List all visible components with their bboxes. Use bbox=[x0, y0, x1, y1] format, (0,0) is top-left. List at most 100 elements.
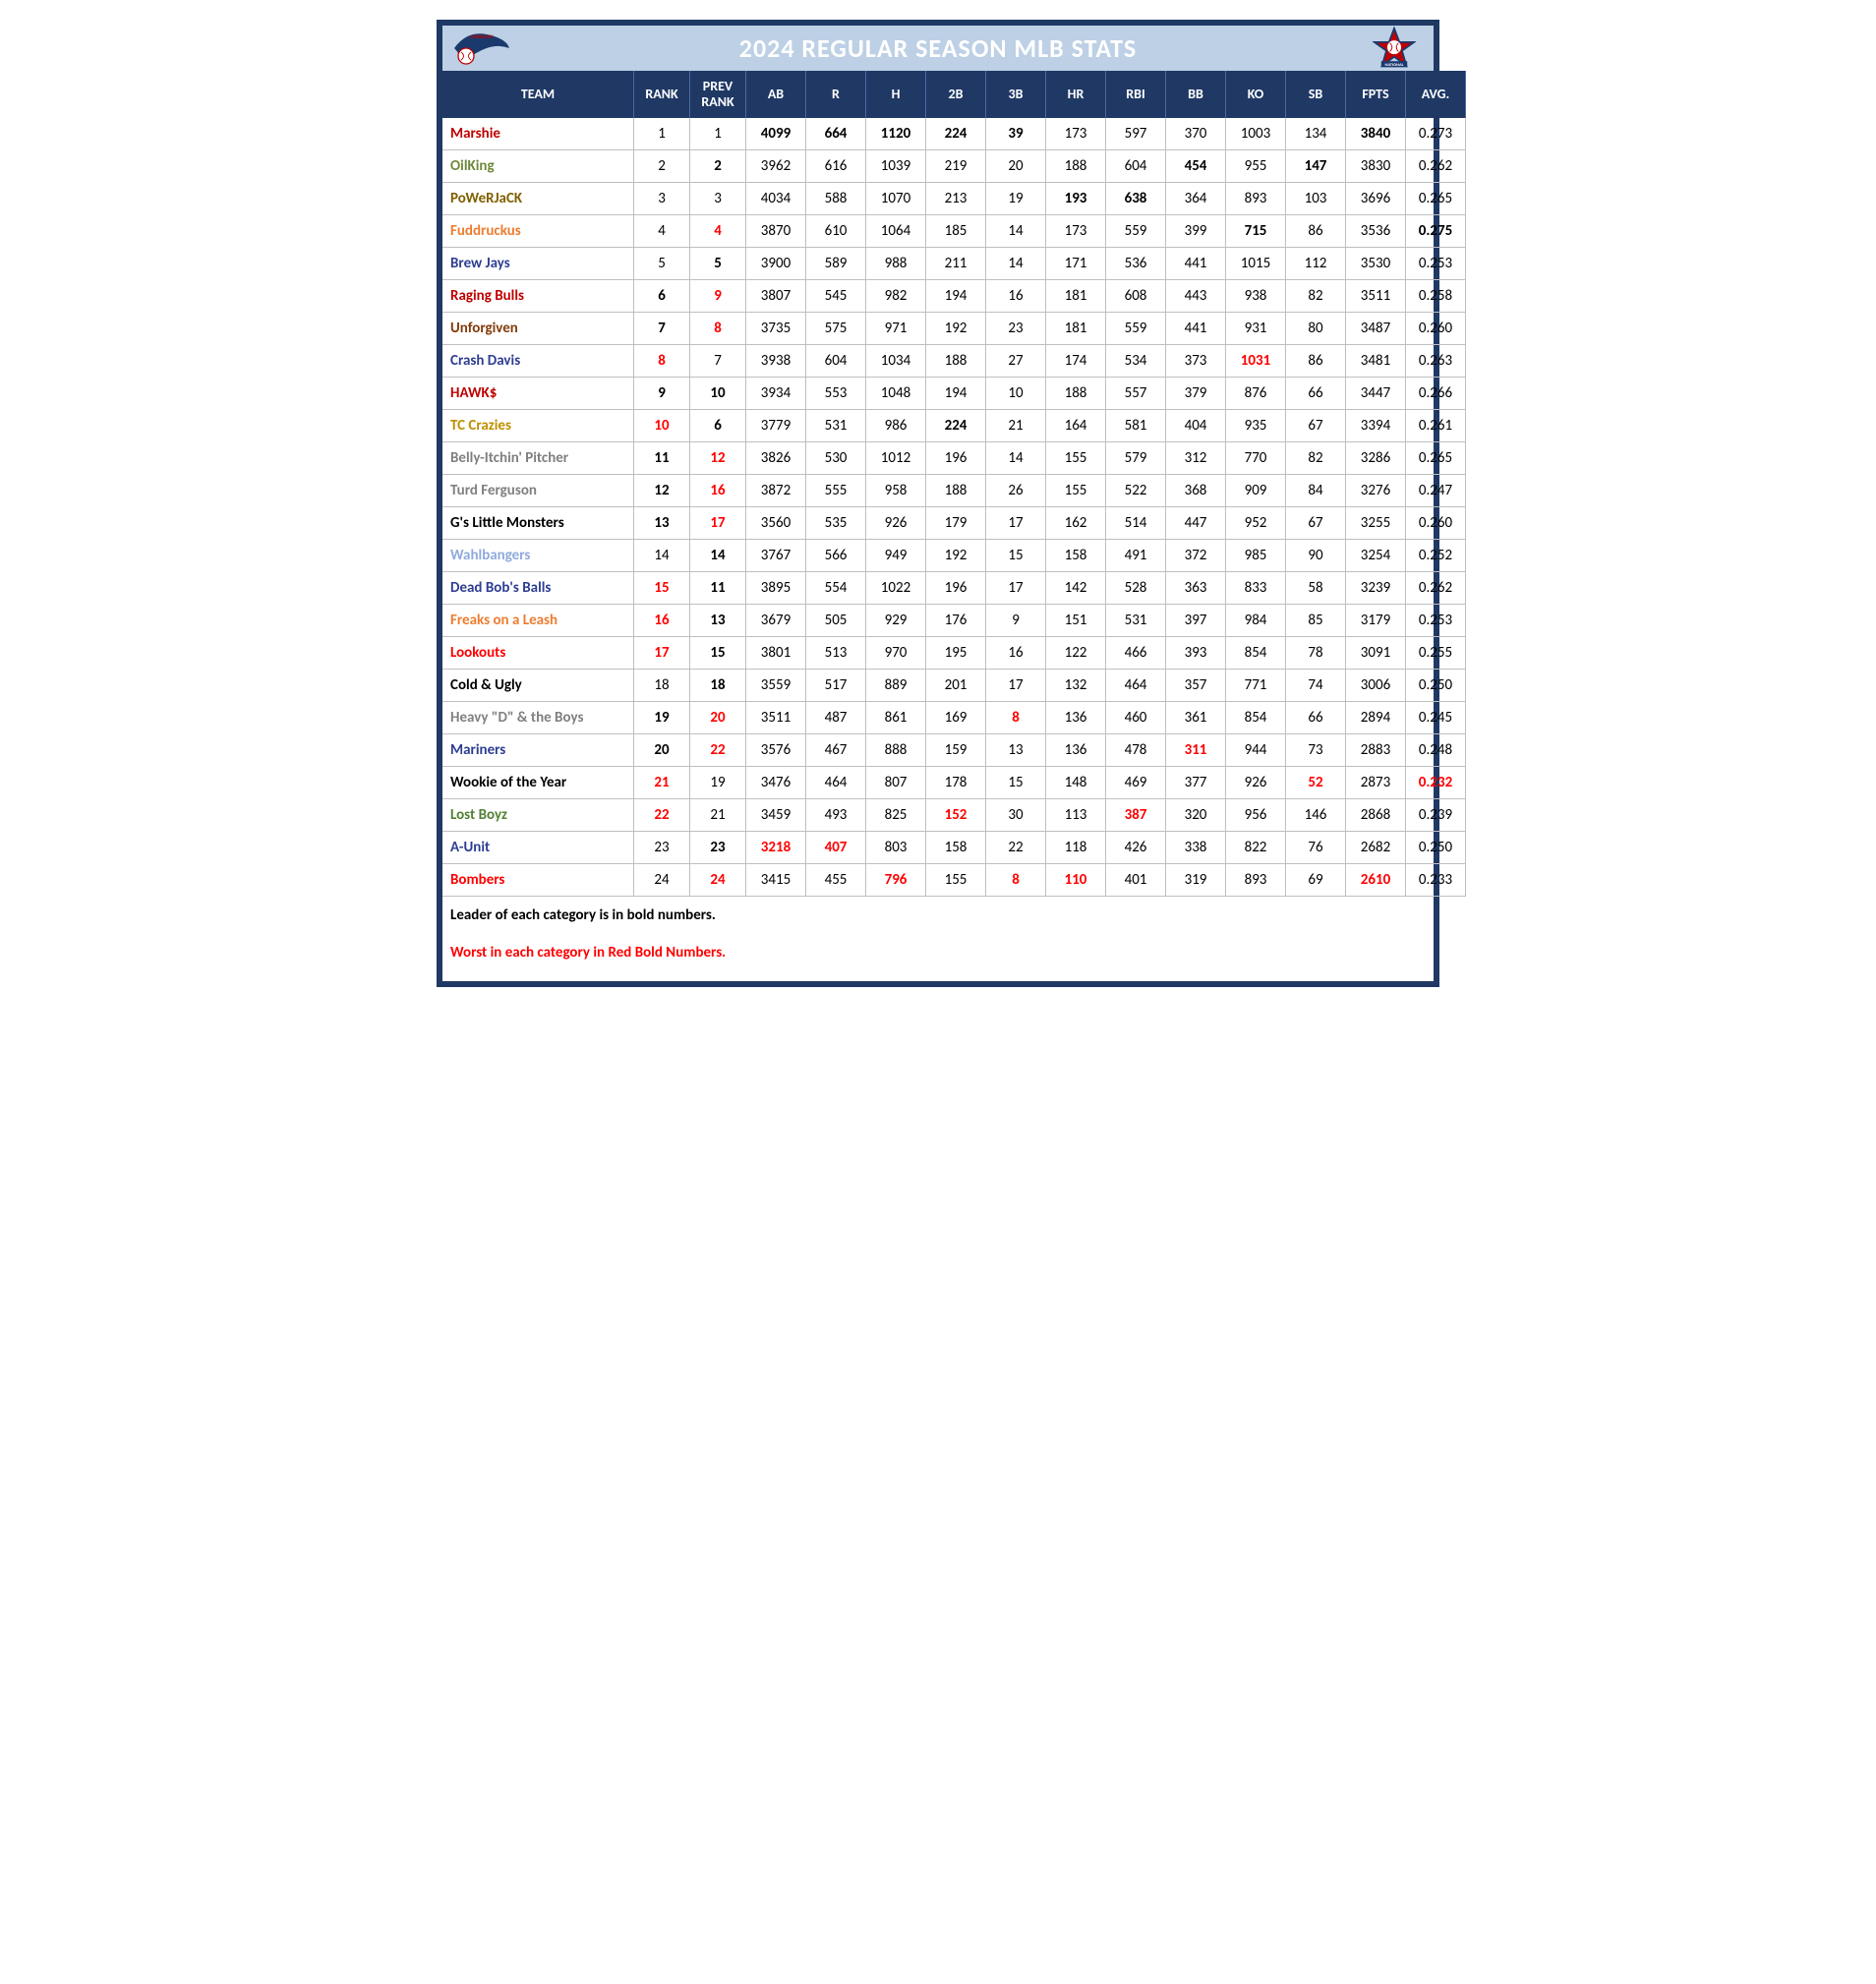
stat-cell: 78 bbox=[1286, 637, 1346, 670]
stat-cell: 86 bbox=[1286, 215, 1346, 248]
stat-cell: 517 bbox=[806, 670, 866, 702]
team-name: Unforgiven bbox=[442, 313, 634, 345]
col-header: FPTS bbox=[1346, 71, 1406, 118]
stat-cell: 893 bbox=[1226, 864, 1286, 897]
stat-cell: 876 bbox=[1226, 378, 1286, 410]
stat-cell: 311 bbox=[1166, 734, 1226, 767]
stat-cell: 3286 bbox=[1346, 442, 1406, 475]
stat-cell: 14 bbox=[634, 540, 690, 572]
stat-cell: 361 bbox=[1166, 702, 1226, 734]
stat-cell: 3807 bbox=[746, 280, 806, 313]
table-row: Raging Bulls6938075459821941618160844393… bbox=[442, 280, 1466, 313]
stat-cell: 5 bbox=[690, 248, 746, 280]
stat-cell: 1048 bbox=[866, 378, 926, 410]
stat-cell: 822 bbox=[1226, 832, 1286, 864]
stat-cell: 176 bbox=[926, 605, 986, 637]
stat-cell: 12 bbox=[634, 475, 690, 507]
stat-cell: 8 bbox=[634, 345, 690, 378]
stat-cell: 926 bbox=[1226, 767, 1286, 799]
stat-cell: 1022 bbox=[866, 572, 926, 605]
col-header: PREVRANK bbox=[690, 71, 746, 118]
legend-leader: Leader of each category is in bold numbe… bbox=[450, 906, 1426, 924]
stat-cell: 854 bbox=[1226, 702, 1286, 734]
stat-cell: 0.258 bbox=[1406, 280, 1466, 313]
stat-cell: 464 bbox=[1106, 670, 1166, 702]
stat-cell: 491 bbox=[1106, 540, 1166, 572]
team-name: A-Unit bbox=[442, 832, 634, 864]
stat-cell: 3934 bbox=[746, 378, 806, 410]
stat-cell: 441 bbox=[1166, 313, 1226, 345]
table-row: Dead Bob's Balls151138955541022196171425… bbox=[442, 572, 1466, 605]
stat-cell: 192 bbox=[926, 540, 986, 572]
stat-cell: 20 bbox=[634, 734, 690, 767]
table-row: HAWK$91039345531048194101885573798766634… bbox=[442, 378, 1466, 410]
stat-cell: 19 bbox=[986, 183, 1046, 215]
stat-cell: 3840 bbox=[1346, 118, 1406, 150]
stat-cell: 1120 bbox=[866, 118, 926, 150]
stat-cell: 522 bbox=[1106, 475, 1166, 507]
stat-cell: 9 bbox=[986, 605, 1046, 637]
stat-cell: 545 bbox=[806, 280, 866, 313]
stat-cell: 319 bbox=[1166, 864, 1226, 897]
stat-cell: 387 bbox=[1106, 799, 1166, 832]
stat-cell: 80 bbox=[1286, 313, 1346, 345]
team-name: Wahlbangers bbox=[442, 540, 634, 572]
stat-cell: 188 bbox=[926, 475, 986, 507]
stat-cell: 531 bbox=[806, 410, 866, 442]
stat-cell: 833 bbox=[1226, 572, 1286, 605]
table-row: A-Unit2323321840780315822118426338822762… bbox=[442, 832, 1466, 864]
stat-cell: 22 bbox=[690, 734, 746, 767]
stat-cell: 3394 bbox=[1346, 410, 1406, 442]
stat-cell: 173 bbox=[1046, 215, 1106, 248]
stat-cell: 21 bbox=[690, 799, 746, 832]
stat-cell: 3006 bbox=[1346, 670, 1406, 702]
stat-cell: 559 bbox=[1106, 215, 1166, 248]
stat-cell: 13 bbox=[690, 605, 746, 637]
stat-cell: 3254 bbox=[1346, 540, 1406, 572]
stat-cell: 9 bbox=[634, 378, 690, 410]
stat-cell: 3801 bbox=[746, 637, 806, 670]
stat-cell: 3239 bbox=[1346, 572, 1406, 605]
stat-cell: 949 bbox=[866, 540, 926, 572]
stat-cell: 493 bbox=[806, 799, 866, 832]
stat-cell: 11 bbox=[634, 442, 690, 475]
stat-cell: 3938 bbox=[746, 345, 806, 378]
stat-cell: 74 bbox=[1286, 670, 1346, 702]
team-name: Crash Davis bbox=[442, 345, 634, 378]
stat-cell: 132 bbox=[1046, 670, 1106, 702]
stat-cell: 466 bbox=[1106, 637, 1166, 670]
stat-cell: 0.262 bbox=[1406, 150, 1466, 183]
stat-cell: 0.260 bbox=[1406, 507, 1466, 540]
stat-cell: 66 bbox=[1286, 702, 1346, 734]
stat-cell: 6 bbox=[690, 410, 746, 442]
stat-cell: 58 bbox=[1286, 572, 1346, 605]
col-header: TEAM bbox=[442, 71, 634, 118]
stat-cell: 3830 bbox=[1346, 150, 1406, 183]
stat-cell: 196 bbox=[926, 442, 986, 475]
stat-cell: 1039 bbox=[866, 150, 926, 183]
stat-cell: 26 bbox=[986, 475, 1046, 507]
stat-cell: 3218 bbox=[746, 832, 806, 864]
stat-cell: 460 bbox=[1106, 702, 1166, 734]
stat-cell: 3459 bbox=[746, 799, 806, 832]
stat-cell: 16 bbox=[986, 280, 1046, 313]
team-name: PoWeRJaCK bbox=[442, 183, 634, 215]
stat-cell: 3696 bbox=[1346, 183, 1406, 215]
stat-cell: 173 bbox=[1046, 118, 1106, 150]
stat-cell: 3511 bbox=[1346, 280, 1406, 313]
stat-cell: 464 bbox=[806, 767, 866, 799]
stat-cell: 20 bbox=[690, 702, 746, 734]
stat-cell: 931 bbox=[1226, 313, 1286, 345]
stat-cell: 21 bbox=[986, 410, 1046, 442]
col-header: 3B bbox=[986, 71, 1046, 118]
stat-cell: 338 bbox=[1166, 832, 1226, 864]
table-row: OilKing223962616103921920188604454955147… bbox=[442, 150, 1466, 183]
stat-cell: 955 bbox=[1226, 150, 1286, 183]
stat-cell: 3779 bbox=[746, 410, 806, 442]
stat-cell: 514 bbox=[1106, 507, 1166, 540]
stat-cell: 16 bbox=[986, 637, 1046, 670]
stat-cell: 770 bbox=[1226, 442, 1286, 475]
stat-cell: 3091 bbox=[1346, 637, 1406, 670]
stat-cell: 18 bbox=[690, 670, 746, 702]
stat-cell: 84 bbox=[1286, 475, 1346, 507]
